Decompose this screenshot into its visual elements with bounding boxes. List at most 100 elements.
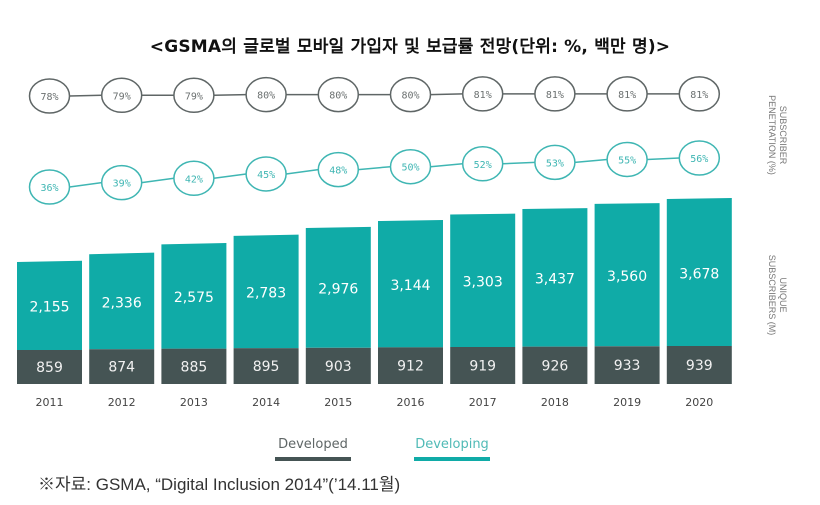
- penetration-marker-developing-2015: [317, 151, 360, 188]
- bar-developed-2012: [89, 349, 155, 384]
- penetration-label-developing-2016: 50%: [401, 163, 419, 174]
- penetration-group: 78% 79% 79% 80% 80% 80% 81% 81% 81% 81% 36% 39% 42% 4…: [28, 76, 721, 205]
- year-tick-2020: 2020: [685, 396, 713, 409]
- year-tick-2018: 2018: [541, 396, 569, 409]
- penetration-label-developing-2018: 53%: [546, 158, 564, 169]
- year-tick-2012: 2012: [108, 396, 136, 409]
- penetration-marker-developed-2012: [100, 77, 143, 114]
- penetration-marker-developed-2019: [606, 76, 648, 112]
- penetration-marker-developing-2014: [245, 156, 287, 192]
- penetration-label-developing-2020: 56%: [690, 154, 708, 165]
- side-label-subscribers-line: SUBSCRIBERS (M): [767, 255, 777, 336]
- bar-developing-2017: [450, 213, 516, 347]
- penetration-marker-developed-2016: [389, 76, 432, 113]
- bar-developing-2014: [233, 234, 299, 349]
- year-tick-2011: 2011: [36, 396, 64, 409]
- penetration-label-developed-2012: 79%: [113, 91, 131, 102]
- penetration-label-developed-2015: 80%: [329, 91, 347, 102]
- chart-title: <GSMA의 글로벌 모바일 가입자 및 보급률 전망(단위: %, 백만 명)…: [149, 37, 671, 57]
- penetration-label-developed-2016: 80%: [401, 91, 419, 102]
- side-label-penetration-line: SUBSCRIBER: [778, 106, 788, 165]
- penetration-connector-developing: [358, 165, 391, 171]
- penetration-label-developing-2012: 39%: [113, 179, 131, 190]
- label-developed-2012: 874: [108, 360, 135, 376]
- penetration-connector-developing: [213, 173, 247, 180]
- label-developed-2015: 903: [325, 359, 352, 375]
- source-note: ※자료: GSMA, “Digital Inclusion 2014”(’14.…: [38, 475, 401, 494]
- label-developed-2011: 859: [36, 360, 63, 376]
- bar-developing-2015: [305, 226, 371, 348]
- penetration-connector-developing: [141, 177, 175, 184]
- label-developing-2016: 3,144: [390, 278, 430, 294]
- penetration-marker-developing-2017: [461, 146, 504, 182]
- penetration-connector-developed: [430, 93, 463, 96]
- bar-developing-2020: [666, 198, 732, 346]
- penetration-marker-developed-2018: [534, 76, 576, 112]
- penetration-marker-developing-2018: [534, 144, 576, 181]
- label-developed-2016: 912: [397, 359, 424, 375]
- penetration-marker-developing-2012: [100, 164, 143, 201]
- label-developing-2011: 2,155: [29, 300, 69, 316]
- penetration-label-developed-2013: 79%: [185, 91, 203, 102]
- side-label-penetration-line: PENETRATION (%): [767, 95, 777, 175]
- label-developing-2012: 2,336: [102, 295, 142, 311]
- penetration-marker-developed-2013: [173, 77, 215, 114]
- bar-developed-2016: [378, 347, 443, 384]
- penetration-connector-developed: [69, 94, 102, 97]
- penetration-label-developed-2018: 81%: [546, 90, 564, 101]
- penetration-marker-developed-2014: [245, 76, 287, 113]
- bar-developing-2018: [522, 208, 588, 347]
- bar-developing-2016: [378, 219, 443, 348]
- penetration-label-developing-2011: 36%: [40, 183, 58, 194]
- legend-label-developing: Developing: [415, 437, 489, 452]
- penetration-marker-developing-2011: [28, 169, 71, 205]
- year-tick-2013: 2013: [180, 396, 208, 409]
- bar-developing-2012: [89, 252, 155, 350]
- label-developed-2014: 895: [253, 359, 280, 375]
- penetration-label-developed-2020: 81%: [690, 90, 708, 101]
- bar-developed-2015: [305, 347, 371, 384]
- penetration-marker-developing-2013: [173, 160, 215, 197]
- penetration-label-developing-2017: 52%: [474, 160, 492, 171]
- penetration-marker-developed-2015: [317, 76, 360, 113]
- bar-developing-2013: [161, 243, 227, 349]
- legend: Developed Developing: [275, 437, 490, 461]
- penetration-label-developed-2017: 81%: [474, 90, 492, 101]
- penetration-label-developing-2014: 45%: [257, 170, 275, 181]
- penetration-label-developed-2019: 81%: [618, 90, 636, 101]
- bar-developed-2020: [666, 346, 732, 384]
- bar-developed-2011: [17, 350, 82, 384]
- legend-swatch-developing: [414, 457, 490, 461]
- penetration-label-developing-2013: 42%: [185, 174, 203, 185]
- label-developing-2015: 2,976: [318, 282, 358, 298]
- year-tick-2015: 2015: [324, 396, 352, 409]
- label-developed-2018: 926: [542, 358, 569, 374]
- bars-group: 2,155 859 2011 2,336 874 2012 2,575 885 2013 2,78…: [17, 198, 732, 409]
- bar-developed-2018: [522, 346, 588, 384]
- penetration-marker-developing-2019: [606, 141, 648, 178]
- label-developing-2014: 2,783: [246, 286, 286, 302]
- penetration-connector-developing: [285, 168, 319, 175]
- label-developing-2017: 3,303: [463, 275, 503, 291]
- penetration-connector-developed: [213, 93, 247, 97]
- label-developing-2013: 2,575: [174, 290, 214, 306]
- bar-developed-2014: [233, 348, 299, 384]
- penetration-marker-developed-2020: [678, 76, 721, 112]
- year-tick-2017: 2017: [469, 396, 497, 409]
- bar-developed-2013: [161, 348, 227, 384]
- penetration-connector-developing: [574, 158, 608, 164]
- label-developing-2019: 3,560: [607, 269, 647, 285]
- penetration-marker-developed-2017: [461, 76, 504, 112]
- penetration-connector-developing: [69, 181, 102, 188]
- bar-developing-2011: [17, 260, 82, 350]
- year-tick-2016: 2016: [397, 396, 425, 409]
- label-developing-2018: 3,437: [535, 272, 575, 288]
- legend-swatch-developed: [275, 457, 351, 461]
- penetration-label-developed-2011: 78%: [40, 92, 58, 103]
- penetration-label-developed-2014: 80%: [257, 91, 275, 102]
- bar-developed-2019: [594, 346, 660, 384]
- penetration-label-developing-2015: 48%: [329, 166, 347, 177]
